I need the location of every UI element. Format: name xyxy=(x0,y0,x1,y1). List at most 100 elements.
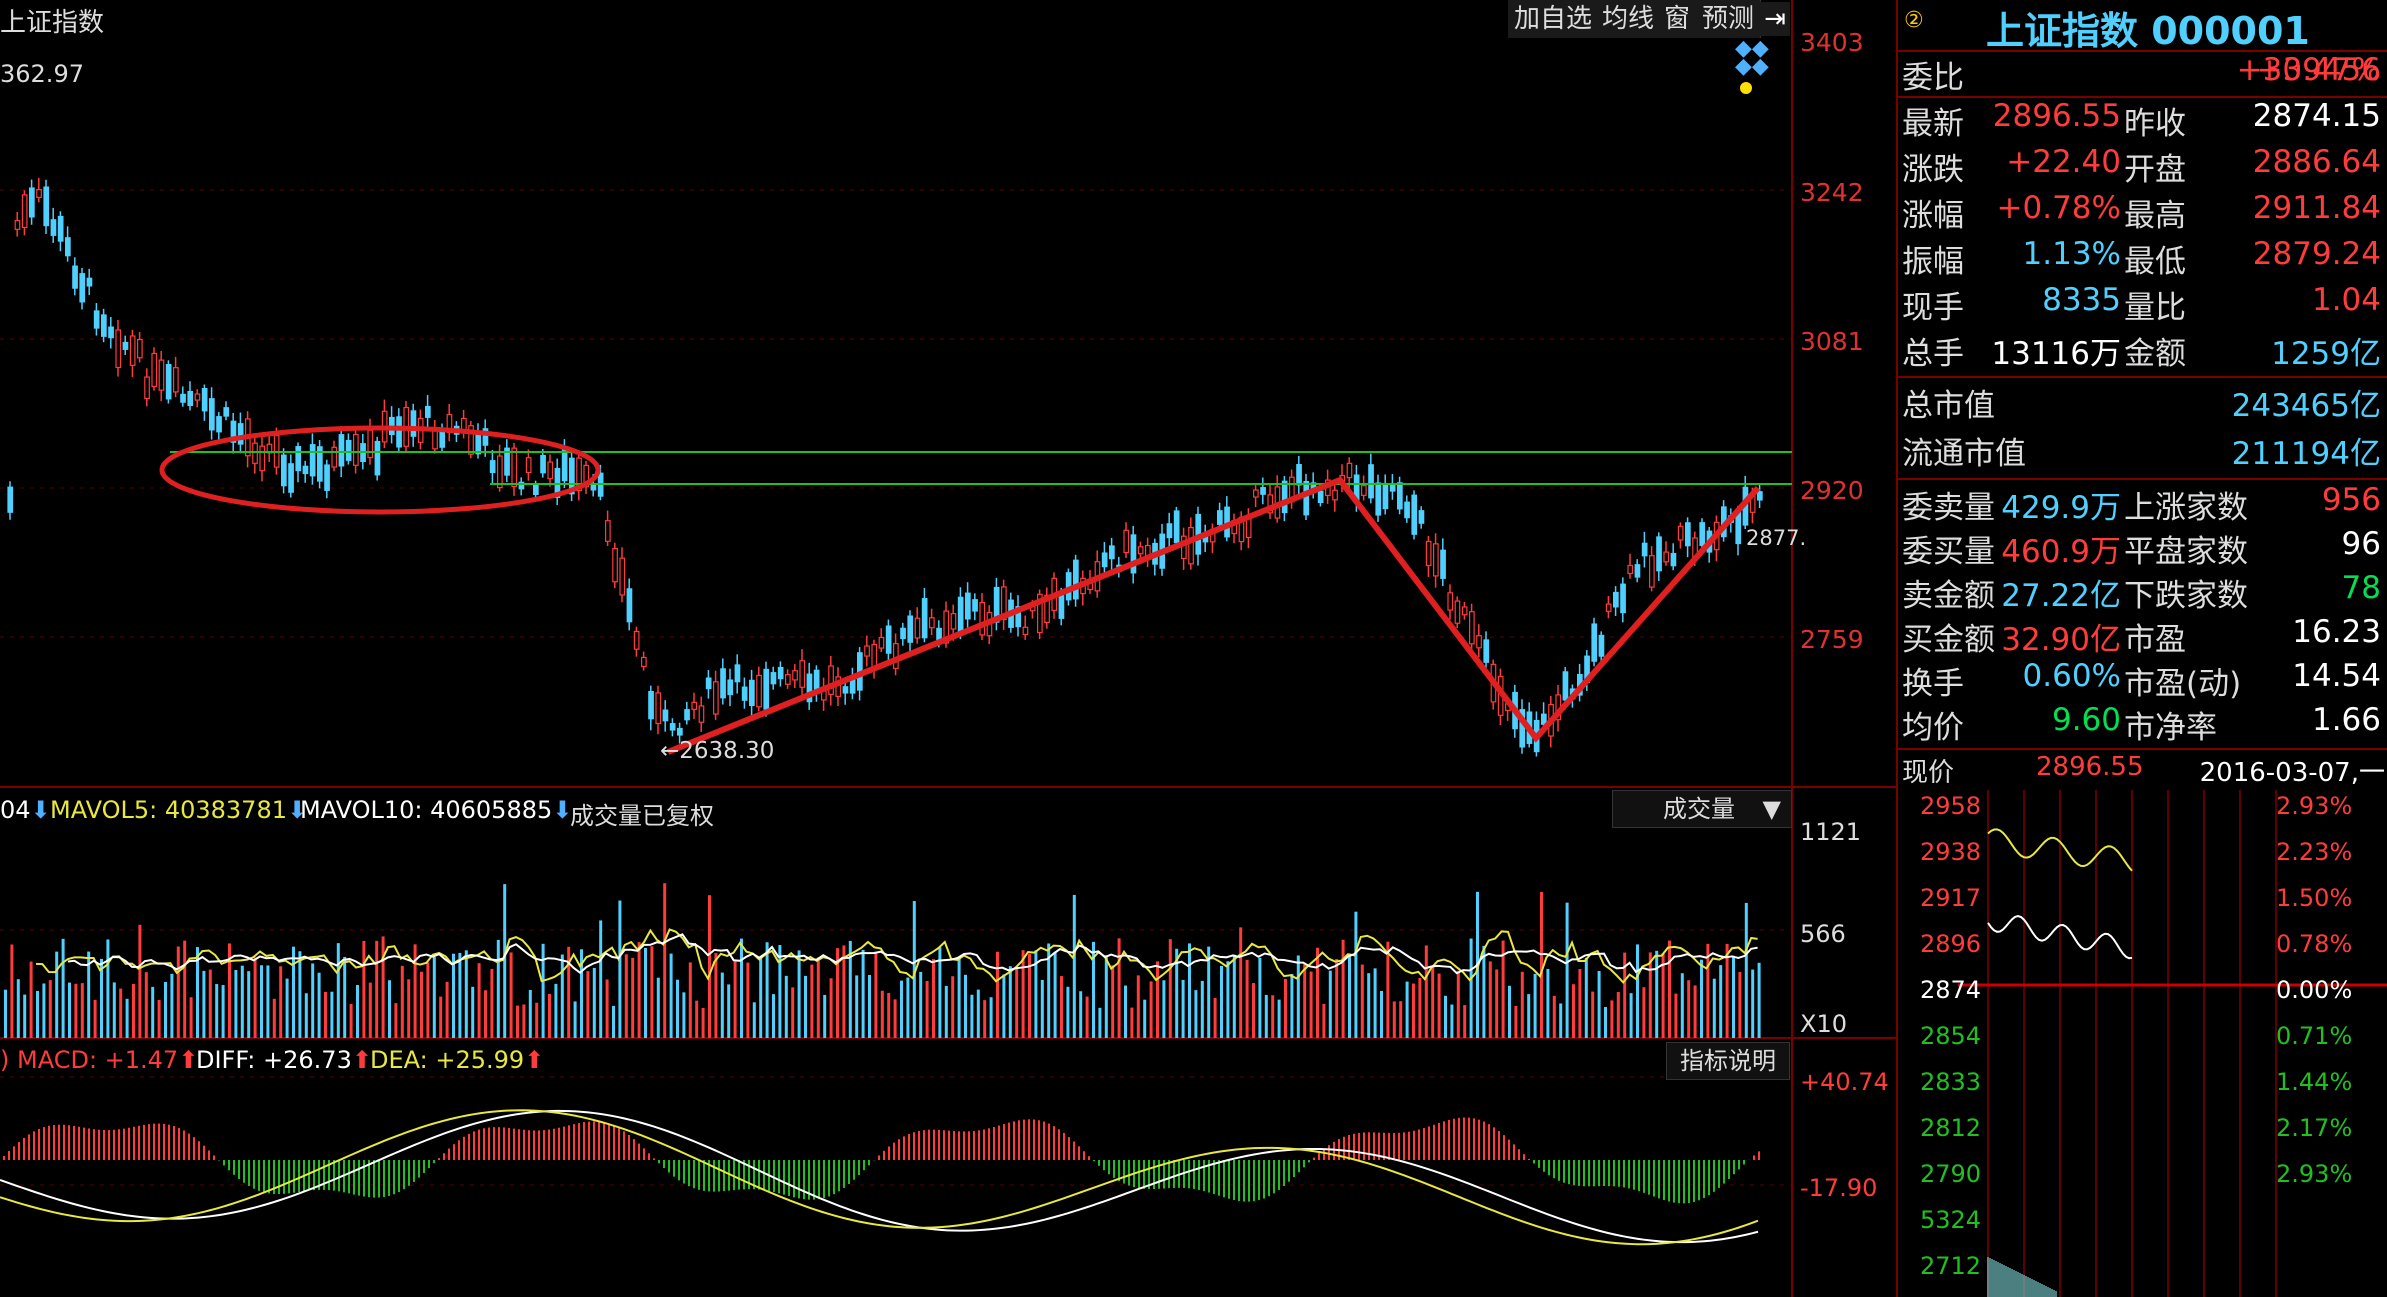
exit-arrow-icon[interactable]: ⇥ xyxy=(1760,2,1790,36)
candle-body xyxy=(122,341,129,350)
volume-bar xyxy=(624,954,628,1038)
candle-body xyxy=(1000,586,1007,621)
candle-body xyxy=(1166,523,1173,539)
volume-bar xyxy=(1584,957,1588,1038)
candle-body xyxy=(907,615,914,643)
quote-key: 总手 xyxy=(1902,336,1964,372)
quote-key: 涨幅 xyxy=(1902,198,1964,234)
candle-body xyxy=(259,445,266,472)
volume-bar xyxy=(420,971,423,1038)
volume-bar xyxy=(650,946,654,1038)
volume-bar xyxy=(1162,980,1166,1038)
quote-value: 956 xyxy=(2321,482,2381,518)
volume-bar xyxy=(426,962,430,1038)
candle-body xyxy=(604,520,611,542)
volume-bar xyxy=(336,943,340,1038)
indicator-selector[interactable]: 成交量 ▼ xyxy=(1612,790,1792,828)
volume-bar xyxy=(362,940,366,1038)
forecast-button[interactable]: 预测 xyxy=(1696,0,1762,38)
candle-body xyxy=(1260,487,1266,495)
volume-bar xyxy=(144,972,148,1038)
candle-body xyxy=(1396,482,1403,510)
volume-bar xyxy=(1546,968,1550,1038)
candle-body xyxy=(1296,464,1302,486)
candle-body xyxy=(1454,600,1461,624)
volume-bar xyxy=(1501,940,1505,1038)
candle-body xyxy=(425,405,431,418)
low-price-annotation: ←2638.30 xyxy=(660,738,775,764)
mavol10-label: MAVOL10: 40605885⬇ xyxy=(300,796,573,824)
volume-bar xyxy=(1226,961,1230,1038)
quote-key: 上涨家数 xyxy=(2124,490,2248,526)
candle-body xyxy=(540,455,546,474)
intraday-left-axis-label: 2854 xyxy=(1920,1022,1982,1050)
volume-bar xyxy=(1008,966,1012,1038)
quote-key: 现手 xyxy=(1902,290,1964,326)
diamond-icon[interactable]: ◆◆ ◆◆ xyxy=(1735,36,1769,79)
volume-bar xyxy=(1367,973,1371,1038)
intraday-avg-line xyxy=(1987,828,2133,872)
volume-bar xyxy=(644,948,647,1038)
kline-chart-area[interactable] xyxy=(0,0,1896,1297)
window-button[interactable]: 窗 xyxy=(1658,0,1698,38)
quote-key: 最新 xyxy=(1902,106,1964,142)
volume-bar xyxy=(240,965,244,1038)
intraday-left-axis-label: 2812 xyxy=(1920,1114,1982,1142)
volume-bar xyxy=(1514,1005,1518,1038)
candle-body xyxy=(72,265,78,289)
volume-bar xyxy=(1348,953,1351,1038)
intraday-chart[interactable] xyxy=(1898,780,2387,1297)
candle-body xyxy=(568,457,575,495)
candle-body xyxy=(1389,484,1396,492)
candle-body xyxy=(353,433,359,466)
candle-body xyxy=(964,592,971,620)
volume-bar xyxy=(1655,950,1659,1038)
volume-bar xyxy=(1520,971,1524,1038)
volume-bar xyxy=(906,977,910,1038)
volume-bar xyxy=(1610,1000,1614,1038)
candle-body xyxy=(1425,540,1432,567)
quote-key: 换手 xyxy=(1902,666,1964,702)
intraday-left-axis-label: 2790 xyxy=(1920,1160,1982,1188)
intraday-right-axis-label: 2.17% xyxy=(2276,1114,2353,1142)
volume-axis-label: 566 xyxy=(1800,920,1846,948)
volume-bar xyxy=(957,958,961,1038)
candle-body xyxy=(554,467,561,498)
volume-bar xyxy=(1021,950,1025,1038)
candle-body xyxy=(936,627,942,641)
volume-bar xyxy=(151,986,155,1038)
volume-bar xyxy=(855,975,859,1038)
volume-bar xyxy=(944,985,948,1038)
ma-button[interactable]: 均线 xyxy=(1596,0,1662,38)
volume-bar xyxy=(535,1002,539,1038)
candle-body xyxy=(547,461,554,480)
candle-body xyxy=(1440,549,1446,579)
intraday-price-line xyxy=(1987,915,2133,960)
volume-bar xyxy=(388,980,391,1038)
stock-name: 上证指数 000001 xyxy=(1986,9,2310,53)
volume-unit-label: X10 xyxy=(1800,1010,1847,1038)
volume-bar xyxy=(842,945,846,1038)
candle-body xyxy=(878,636,885,649)
indicator-help-button[interactable]: 指标说明 xyxy=(1666,1042,1790,1080)
quote-value: 1259亿 xyxy=(2271,336,2381,372)
volume-bar xyxy=(516,1005,519,1038)
quote-value: 1.13% xyxy=(2022,236,2121,272)
volume-bar xyxy=(1098,1007,1102,1038)
add-watchlist-button[interactable]: 加自选 xyxy=(1508,0,1600,38)
candlestick-series xyxy=(7,177,1763,757)
volume-bar xyxy=(733,959,737,1038)
candle-body xyxy=(7,486,14,513)
volume-bar xyxy=(36,990,39,1038)
quote-row-2: 涨跌 +22.40 开盘 2886.64 xyxy=(1898,144,2387,188)
candle-body xyxy=(669,723,676,731)
quote-value: 96 xyxy=(2341,526,2381,562)
volume-bar xyxy=(29,961,33,1038)
intraday-left-axis-label: 2874 xyxy=(1920,976,1982,1004)
intraday-left-axis-label: 2712 xyxy=(1920,1252,1982,1280)
quote-key: 买金额 xyxy=(1902,622,1995,658)
now-value: 2896.55 xyxy=(2036,752,2144,782)
quote-key: 最低 xyxy=(2124,244,2186,280)
intraday-left-axis-label: 2833 xyxy=(1920,1068,1982,1096)
volume-bar xyxy=(567,946,571,1038)
